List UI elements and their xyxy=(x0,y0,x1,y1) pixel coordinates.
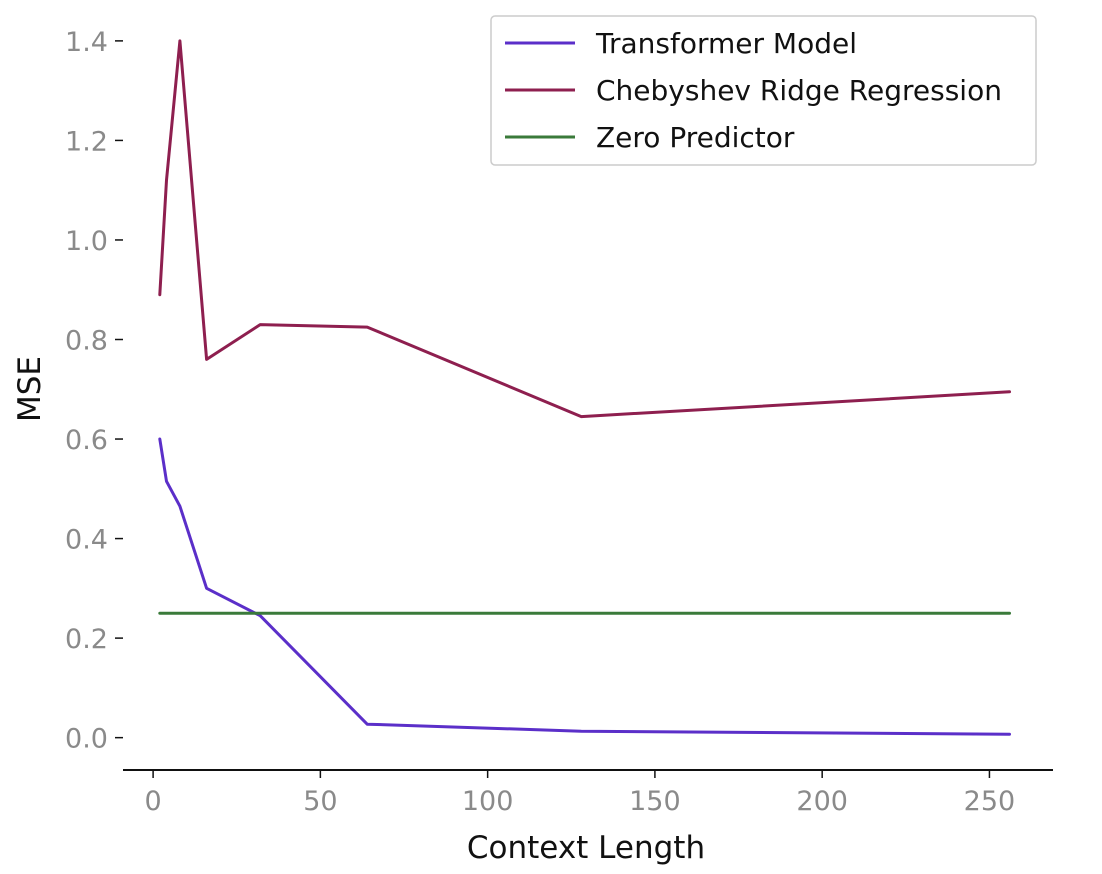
y-axis-label: MSE xyxy=(12,356,48,422)
x-tick-label: 150 xyxy=(629,786,681,817)
legend-label: Zero Predictor xyxy=(596,121,795,154)
x-axis: 0 50 100 150 200 250 xyxy=(123,769,1053,817)
x-tick-label: 0 xyxy=(145,786,162,817)
y-tick-label: 0.2 xyxy=(65,624,108,655)
legend-label: Chebyshev Ridge Regression xyxy=(596,74,1002,107)
x-tick-label: 250 xyxy=(964,786,1016,817)
x-tick-label: 100 xyxy=(462,786,514,817)
y-axis: 0.0 0.2 0.4 0.6 0.8 1.0 1.2 1.4 xyxy=(65,27,123,755)
y-tick-label: 1.2 xyxy=(65,126,108,157)
series-line-1 xyxy=(158,437,1011,736)
x-tick-label: 50 xyxy=(303,786,337,817)
y-tick-label: 0.0 xyxy=(65,724,108,755)
series-line-2 xyxy=(158,39,1011,419)
legend-frame xyxy=(490,15,1037,166)
y-tick-label: 0.8 xyxy=(65,325,108,356)
x-tick-label: 200 xyxy=(796,786,848,817)
y-tick-label: 1.0 xyxy=(65,226,108,257)
y-tick-label: 0.6 xyxy=(65,425,108,456)
x-axis-label: Context Length xyxy=(467,830,705,866)
y-tick-label: 0.4 xyxy=(65,525,108,556)
y-tick-label: 1.4 xyxy=(65,27,108,58)
legend: Transformer Model Chebyshev Ridge Regress… xyxy=(490,15,1037,166)
plot-area xyxy=(158,39,1011,736)
legend-label: Transformer Model xyxy=(595,27,857,60)
